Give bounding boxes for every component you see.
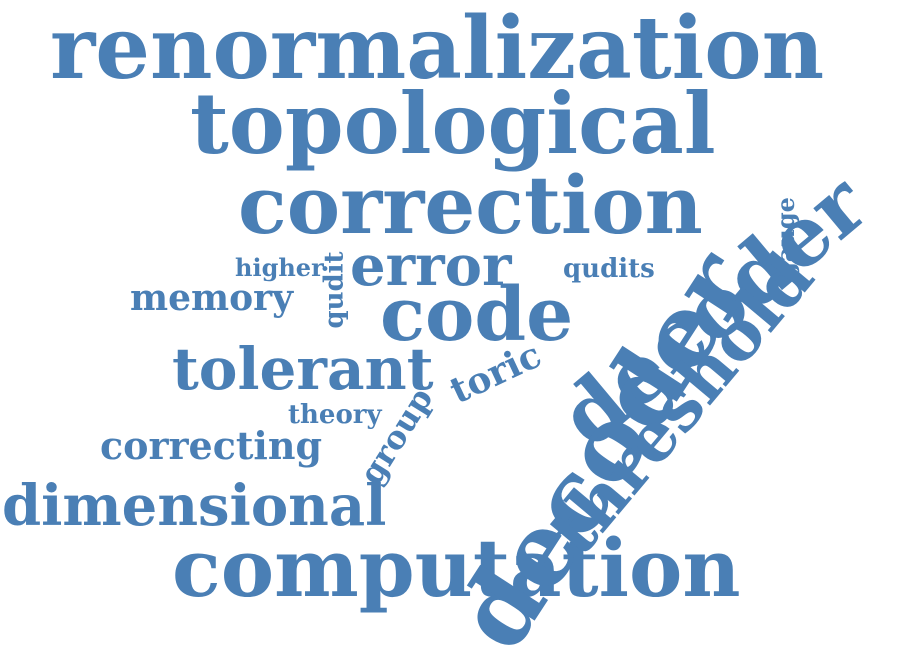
word-memory: memory xyxy=(130,277,293,319)
word-theory: theory xyxy=(288,400,382,430)
word-topological: topological xyxy=(190,74,716,173)
word-code: code xyxy=(380,272,574,358)
word-qudit: qudit xyxy=(319,251,350,329)
word-correcting: correcting xyxy=(100,423,323,468)
word-dimensional: dimensional xyxy=(2,473,387,539)
word-qudits: qudits xyxy=(563,254,655,284)
word-renormalization: renormalization xyxy=(50,0,825,99)
word-correction: correction xyxy=(238,158,703,252)
word-tolerant: tolerant xyxy=(172,335,434,403)
word-computation: computation xyxy=(172,521,741,615)
word-error: error xyxy=(350,233,512,299)
word-higher: higher xyxy=(235,253,324,282)
